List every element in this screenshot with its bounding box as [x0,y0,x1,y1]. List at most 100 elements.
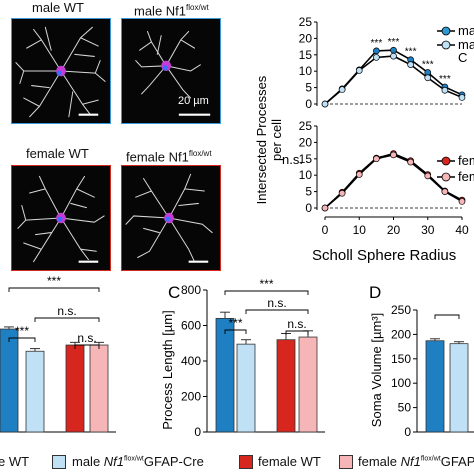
sholl-bottom-ytick-label: 0 [305,201,312,215]
sholl-bottom-series-1-point [355,171,363,178]
panel-d-letter: D [369,283,381,302]
bar-c-bracket-label: n.s. [287,317,306,331]
bar-c-bracket [224,290,309,295]
bar-d-ytick-label: 200 [391,327,411,341]
micrograph-male-wt [11,18,111,124]
sholl-bottom-series-1-point [407,158,414,166]
legend-male-nf1: male Nf1flox/wtGFAP-Cre [72,454,204,469]
sholl-legend-bottom: fema fema [437,153,474,184]
bar-c-ytick-label: 200 [181,390,201,404]
sholl-bottom-series-1-point [441,188,449,195]
sholl-ylabel-line2: per cell [269,119,284,161]
bar-c-ytick-label: 600 [181,319,201,333]
sholl-legend-top-2: ma [458,37,474,52]
bar-b-0 [0,328,19,433]
sholl-bottom-series-1-point [373,155,380,163]
sholl-significance-star: *** [388,37,400,48]
bar-c-bracket-label: n.s. [267,296,286,310]
sholl-xlabel: Scholl Sphere Radius [312,247,456,264]
bar-b-bracket [8,337,36,342]
label-female-nf1: female Nf1flox/wt [126,149,212,165]
bar-b-3 [89,344,109,433]
sholl-legend-top: ma ma C [437,23,474,65]
sholl-xtick-label: 0 [322,223,329,237]
sholl-top-series-1-point [355,67,363,74]
sholl-legend-top-1: ma [458,23,474,38]
sholl-xtick-label: 10 [353,223,367,237]
legend-swatch-female-wt [239,455,253,469]
legend-female-nf1: female Nf1flox/wtGFAP- [358,454,474,469]
bar-d-ytick-label: 150 [391,352,411,366]
sholl-xtick-label: 40 [455,223,469,237]
sholl-top-ytick-label: 5 [305,81,312,95]
bar-d-ytick-label: 100 [391,376,411,390]
scale-bar-label: 20 µm [178,95,209,107]
sholl-top-series-1-point [338,86,346,93]
bar-c-3 [298,336,318,433]
bar-b-1 [25,350,45,433]
panel-c-letter: C [168,283,180,302]
sholl-top-ytick-label: 20 [299,31,313,45]
sholl-top-series-1-point [390,52,397,60]
sholl-significance-star: *** [371,38,383,49]
legend-swatch-female-nf1 [339,455,353,469]
bar-d-ytick-label: 50 [398,401,412,415]
bar-d-ytick-label: 250 [391,303,411,317]
bar-b-2 [65,344,85,433]
sholl-bottom-ytick-label: 25 [299,119,313,133]
sholl-top-series-1-point [441,86,449,94]
sholl-bottom-ytick-label: 20 [299,135,313,149]
bar-d-ylabel: Soma Volume [µm³] [369,313,384,427]
sholl-bottom-series-1-point [390,151,397,159]
bar-c-bracket [224,329,247,334]
sholl-significance-star: *** [422,60,434,71]
sholl-bottom-series-1-point [338,189,346,197]
sholl-top-series-1-point [407,61,414,68]
sholl-significance-star: *** [439,74,451,85]
bar-c-0 [215,317,235,433]
bar-b-bracket-label: n.s. [77,331,96,345]
legend-male-wt: e WT [0,454,30,469]
sholl-bottom-ytick-label: 5 [305,185,312,199]
bar-c-1 [236,343,256,433]
legend-swatch-male-nf1 [52,455,66,469]
sholl-legend-bottom-1: fema [458,153,474,168]
bar-d-0 [425,340,445,433]
bar-c-ytick-label: 0 [194,425,201,439]
bar-b-bracket-label: n.s. [57,304,76,318]
bar-c-ylabel: Process Length [µm] [160,310,175,430]
sholl-top-series-0-point [373,47,380,55]
label-male-nf1: male Nf1flox/wt [134,3,209,19]
bar-b-bracket [34,317,100,322]
bar-c-bracket [285,330,309,335]
sholl-bottom-series-1-point [321,204,329,212]
bar-c-bracket-label: *** [228,316,242,330]
sholl-top-ytick-label: 10 [299,64,313,78]
bar-b-bracket-label: *** [47,274,61,288]
sholl-legend-top-3: C [458,50,467,65]
sholl-bottom-series-1-point [424,172,432,180]
sholl-bottom-ytick-label: 10 [299,168,313,182]
sholl-ylabel-line1: Intersected Processes [254,75,269,204]
micrograph-male-nf1: 20 µm [121,18,221,124]
sholl-top-ytick-label: 25 [299,15,313,29]
sholl-xtick-label: 20 [387,223,401,237]
sholl-xtick-label: 30 [421,223,435,237]
bar-d-bracket [434,314,460,319]
label-female-wt: female WT [26,146,89,161]
sholl-legend-bottom-2: fema [458,169,474,184]
label-male-wt: male WT [32,0,84,15]
sholl-bottom-ytick-label: 15 [299,152,313,166]
sholl-top-ytick-label: 0 [305,97,312,111]
bar-b-bracket [8,287,100,292]
bar-d-ytick-label: 0 [404,425,411,439]
sholl-significance-star: *** [405,47,417,58]
sholl-top-series-1-point [458,94,466,101]
bar-d-1 [449,343,469,433]
sholl-top-series-1-point [424,74,432,82]
bar-b-bracket-label: *** [15,324,29,338]
bar-c-bracket [245,309,309,314]
bar-c-bracket-label: *** [259,277,273,291]
sholl-top-series-1-point [373,54,380,61]
